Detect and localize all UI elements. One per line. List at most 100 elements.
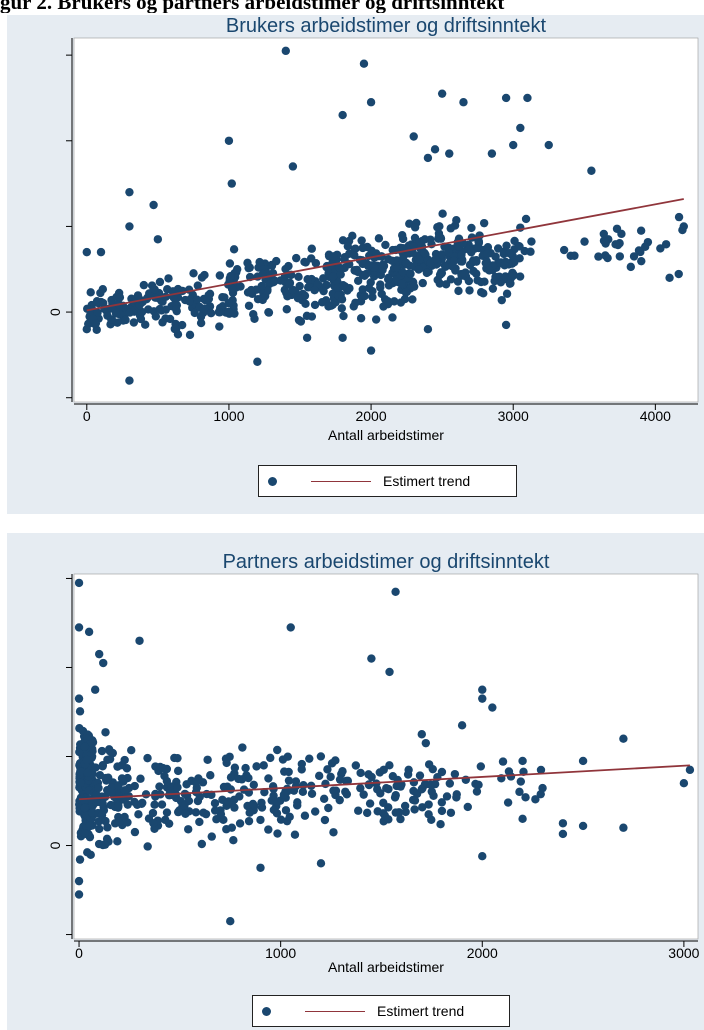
data-point [272,797,281,807]
data-point [227,284,237,293]
data-point [114,801,123,811]
data-point [415,771,425,780]
data-point [218,293,227,302]
data-point [276,815,286,824]
data-point [383,296,393,306]
legend-brukers: Estimert trend [258,465,517,497]
data-point [76,778,85,788]
data-point [502,241,511,250]
data-point [96,247,106,257]
data-point [283,292,292,301]
data-point [636,226,646,235]
data-point [414,265,423,274]
data-point [360,271,369,280]
scatter-points [82,46,688,385]
data-point [171,793,181,803]
data-point [348,231,357,241]
data-point [236,282,245,291]
data-point [359,790,368,799]
data-point [252,762,261,771]
data-point [603,253,612,263]
data-point [661,240,671,249]
data-point [450,769,460,779]
data-point [185,330,195,340]
data-point [390,297,399,306]
data-point [266,753,275,763]
data-point [324,803,333,813]
data-point [225,259,235,268]
data-point [410,282,419,291]
data-point [331,756,340,765]
data-point [227,823,237,832]
y-tick-label: 0 [47,308,63,316]
data-point [335,795,344,805]
data-point [398,234,408,244]
data-point [150,285,159,294]
data-point [488,703,497,712]
data-point [452,793,461,802]
data-point [329,786,338,795]
data-point [601,239,610,248]
data-point [401,288,411,297]
data-point [310,300,320,310]
data-point [456,257,466,266]
data-point [107,315,116,324]
data-point [235,819,245,828]
data-point [474,237,484,246]
data-point [243,258,252,268]
data-point [162,776,172,786]
data-point [516,123,525,133]
data-point [637,256,646,266]
data-point [264,774,273,783]
data-point [115,293,125,302]
data-point [388,313,397,322]
data-point [336,270,345,279]
data-point [256,815,265,825]
data-point [302,333,312,342]
chart-partners-svg: Partners arbeidstimer og driftsinntekt 0 0… [47,551,700,975]
data-point [437,806,447,816]
data-point [611,240,620,249]
data-point [337,295,347,304]
data-point [269,277,278,287]
data-point [503,798,513,807]
data-point [474,780,483,789]
data-point [292,253,301,263]
data-point [83,304,92,313]
data-point [158,763,168,773]
data-point [381,240,390,250]
data-point [75,707,85,716]
data-point [74,876,84,886]
data-point [195,817,204,827]
data-point [74,890,84,899]
data-point [509,140,518,150]
data-point [615,252,625,261]
data-point [90,685,100,694]
data-point [501,93,511,103]
data-point [420,248,429,258]
x-axis-label: Antall arbeidstimer [328,427,444,443]
data-point [203,755,212,764]
data-point [196,312,206,321]
trend-line [86,198,684,312]
data-point [465,286,474,295]
data-point [196,318,206,328]
data-point [173,783,182,792]
data-point [379,260,388,269]
data-point [85,821,95,831]
data-point [665,273,674,283]
data-point [356,768,365,778]
data-point [487,149,497,158]
data-point [101,816,110,826]
data-point [417,785,426,794]
data-point [482,249,492,259]
data-point [192,295,202,304]
data-point [445,779,455,788]
data-point [433,223,442,232]
data-point [264,308,274,317]
data-point [421,738,431,748]
data-point [290,830,300,839]
data-point [478,685,487,694]
data-point [436,820,445,829]
data-point [317,298,327,307]
